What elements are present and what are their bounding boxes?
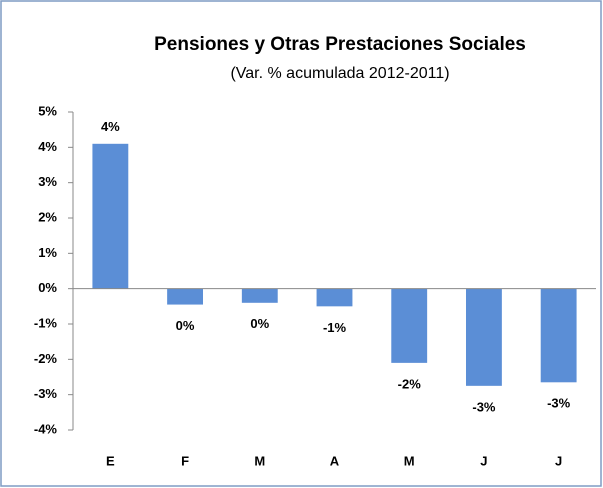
x-tick-label: E xyxy=(106,453,115,468)
y-tick-label: -3% xyxy=(34,386,58,401)
bar xyxy=(540,288,577,383)
bar xyxy=(167,288,204,305)
y-tick-label: 4% xyxy=(38,139,57,154)
bar xyxy=(391,288,428,363)
y-tick-label: 3% xyxy=(38,174,57,189)
value-label: 0% xyxy=(250,316,269,331)
x-tick-label: M xyxy=(404,453,415,468)
bar xyxy=(465,288,502,386)
chart-title: Pensiones y Otras Prestaciones Sociales xyxy=(154,34,526,55)
x-tick-label: F xyxy=(181,453,189,468)
bar xyxy=(92,143,129,289)
y-tick-label: 0% xyxy=(38,280,57,295)
y-tick-label: -1% xyxy=(34,315,58,330)
bar xyxy=(316,288,353,307)
bar xyxy=(241,288,278,303)
y-tick-label: -4% xyxy=(34,421,58,436)
chart-subtitle: (Var. % acumulada 2012-2011) xyxy=(230,65,449,82)
value-label: -3% xyxy=(472,399,496,414)
x-tick-label: A xyxy=(330,453,340,468)
y-tick-label: 1% xyxy=(38,245,57,260)
x-tick-label: J xyxy=(480,453,487,468)
y-tick-label: -2% xyxy=(34,351,58,366)
y-tick-label: 2% xyxy=(38,209,57,224)
value-label: 0% xyxy=(176,318,195,333)
x-tick-label: J xyxy=(555,453,562,468)
y-tick-label: 5% xyxy=(38,103,57,118)
value-label: -1% xyxy=(323,320,347,335)
x-tick-label: M xyxy=(254,453,265,468)
value-label: 4% xyxy=(101,119,120,134)
value-label: -3% xyxy=(547,396,571,411)
value-label: -2% xyxy=(398,376,422,391)
